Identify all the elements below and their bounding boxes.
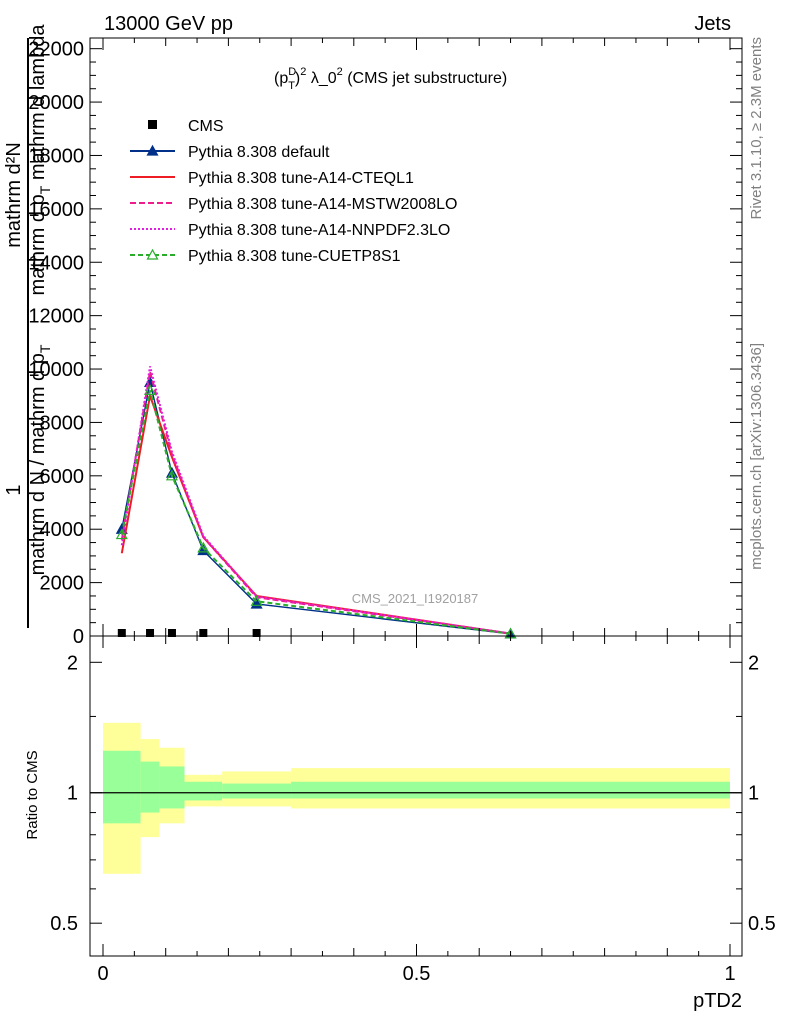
- cms-data-point: [117, 629, 126, 637]
- series-marker: [115, 528, 128, 540]
- legend-label: Pythia 8.308 tune-A14-MSTW2008LO: [188, 196, 457, 213]
- xlabel: pTD2: [693, 990, 742, 1012]
- header-right: Jets: [694, 13, 731, 35]
- legend-label: Pythia 8.308 tune-A14-CTEQL1: [188, 170, 414, 187]
- title-p: (p: [274, 70, 288, 87]
- series-marker: [197, 541, 210, 553]
- y-tick-label: 12000: [28, 306, 84, 328]
- title-sup1: D: [288, 66, 296, 78]
- cms-data-point: [167, 629, 176, 637]
- x-tick-label: 1: [724, 963, 735, 985]
- y-tick-label: 0: [73, 626, 84, 648]
- ratio-band-inner: [184, 781, 223, 801]
- ratio-band-inner: [140, 761, 160, 813]
- main-ylabel-numerator: mathrm d²N: [3, 142, 25, 248]
- series-line: [120, 390, 511, 635]
- legend-marker: [146, 248, 159, 260]
- x-tick-label: 0: [97, 963, 108, 985]
- title-sup2: 2: [300, 66, 306, 78]
- ratio-tick-label: 1: [67, 783, 78, 805]
- legend-cms-marker: [148, 120, 157, 129]
- ratio-tick-label-right: 0.5: [748, 913, 776, 935]
- ratio-band-inner: [222, 783, 292, 799]
- ratio-ylabel: Ratio to CMS: [24, 750, 41, 839]
- x-tick-label: 0.5: [403, 963, 431, 985]
- y-tick-label: 2000: [40, 573, 85, 595]
- legend-item-cms: CMS: [148, 118, 224, 135]
- main-ylabel: mathrm d²N mathrm d pT mathrm d lambda 1…: [3, 24, 53, 628]
- y-tick-label: 6000: [40, 466, 85, 488]
- cms-data-point: [199, 629, 208, 637]
- legend-item: Pythia 8.308 tune-A14-NNPDF2.3LO: [130, 222, 450, 239]
- ratio-bands: [90, 722, 742, 874]
- series-marker: [250, 595, 263, 606]
- title-sub: T: [288, 80, 295, 92]
- ratio-band-inner: [159, 766, 185, 809]
- ratio-band-inner: [103, 750, 141, 824]
- title-sup3: 2: [337, 66, 343, 78]
- cms-data-point: [252, 629, 261, 637]
- legend-marker: [146, 144, 159, 156]
- main-ylabel-denom-sub: T: [37, 185, 53, 194]
- main-ylabel-one: 1: [3, 484, 25, 495]
- ratio-tick-label: 2: [67, 652, 78, 674]
- header-left: 13000 GeV pp: [104, 13, 233, 35]
- ratio-band-inner: [291, 781, 730, 799]
- title-tail: (CMS jet substructure): [343, 70, 507, 87]
- title-rest: λ_0: [306, 70, 336, 87]
- analysis-watermark: CMS_2021_I1920187: [352, 591, 479, 606]
- ratio-tick-label: 0.5: [50, 913, 78, 935]
- main-ylabel-denom-part2: mathrm d lambda: [27, 24, 49, 186]
- rivet-label: Rivet 3.1.10, ≥ 2.3M events: [748, 37, 765, 220]
- legend-cms-label: CMS: [188, 118, 224, 135]
- y-tick-label: 16000: [28, 199, 84, 221]
- y-tick-label: 22000: [28, 39, 84, 61]
- legend-label: Pythia 8.308 tune-CUETP8S1: [188, 248, 401, 265]
- plot-title: (pD T)2 λ_02 (CMS jet substructure): [274, 66, 507, 92]
- main-ylabel-denom-part1: mathrm d p: [27, 194, 49, 295]
- legend: CMS Pythia 8.308 default Pythia 8.308 tune…: [130, 118, 457, 265]
- ratio-tick-label-right: 1: [748, 783, 759, 805]
- legend-item: Pythia 8.308 default: [130, 144, 330, 161]
- main-ylabel-bottom-denominator: mathrm d N / mathrm d pT: [27, 344, 53, 575]
- mcplots-label: mcplots.cern.ch [arXiv:1306.3436]: [748, 343, 765, 570]
- legend-item: Pythia 8.308 tune-A14-CTEQL1: [130, 170, 414, 187]
- y-tick-label: 10000: [28, 359, 84, 381]
- y-tick-label: 8000: [40, 412, 85, 434]
- main-ylabel-denominator: mathrm d pT mathrm d lambda: [27, 24, 53, 296]
- y-tick-label: 14000: [28, 252, 84, 274]
- main-series: [115, 366, 517, 639]
- series-marker: [144, 384, 157, 395]
- main-ylabel-bottom-denom-text: mathrm d N / mathrm d p: [27, 353, 49, 575]
- legend-label: Pythia 8.308 tune-A14-NNPDF2.3LO: [188, 222, 450, 239]
- ratio-tick-label-right: 2: [748, 652, 759, 674]
- y-tick-label: 4000: [40, 519, 85, 541]
- main-ylabel-bottom-denom-sub: T: [37, 344, 53, 353]
- legend-item: Pythia 8.308 tune-CUETP8S1: [130, 248, 401, 265]
- y-tick-label: 18000: [28, 145, 84, 167]
- series-marker: [165, 469, 178, 481]
- title-paren: ): [295, 70, 300, 87]
- axes: 0 2000 4000 6000 8000 10000 12000 14000 16000 180…: [28, 37, 776, 985]
- cms-data-point: [146, 629, 155, 637]
- legend-label: Pythia 8.308 default: [188, 144, 330, 161]
- cms-markers: [117, 629, 261, 637]
- y-tick-label: 20000: [28, 92, 84, 114]
- legend-item: Pythia 8.308 tune-A14-MSTW2008LO: [130, 196, 457, 213]
